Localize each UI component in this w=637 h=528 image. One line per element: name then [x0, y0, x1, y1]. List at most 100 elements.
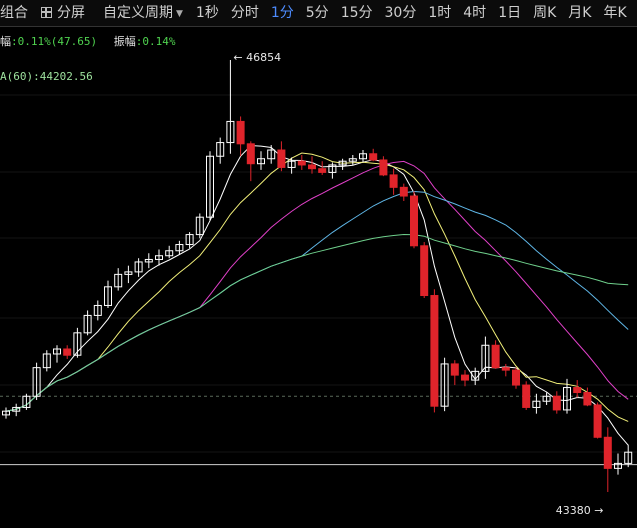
candle-body-18: [185, 234, 194, 246]
ma60-label: A(60): [0, 70, 34, 83]
candle-body-30: [308, 164, 316, 170]
candle-body-20: [206, 155, 214, 218]
ma60-value: :44202.56: [33, 70, 93, 83]
candle-body-41: [420, 245, 429, 297]
period-tab-4[interactable]: 15分: [340, 5, 373, 21]
candle-body-36: [369, 153, 378, 161]
low-price-marker: 43380 →: [556, 504, 604, 517]
period-tab-11[interactable]: 年K: [603, 5, 627, 21]
high-price-marker: ← 46854: [233, 51, 281, 64]
candle-body-13: [134, 261, 143, 273]
period-tab-2[interactable]: 1分: [270, 5, 294, 21]
period-tab-8[interactable]: 1日: [498, 5, 522, 21]
candle-body-8: [83, 314, 92, 334]
candle-body-57: [583, 392, 592, 406]
candle-body-51: [522, 384, 531, 408]
period-tab-3[interactable]: 5分: [305, 5, 329, 21]
candle-body-58: [593, 404, 602, 438]
candle-body-7: [73, 332, 82, 356]
candle-body-43: [440, 363, 449, 407]
candle-body-49: [501, 367, 510, 371]
ma5-line: [5, 145, 629, 446]
combo-button[interactable]: 组合: [0, 5, 28, 21]
arrow-right-icon: →: [594, 504, 604, 517]
period-tab-7[interactable]: 4时: [463, 5, 487, 21]
ma60-line: [5, 233, 629, 412]
change-label: 幅: [0, 35, 11, 48]
candle-body-47: [481, 344, 490, 372]
candle-body-33: [338, 160, 347, 166]
candle-body-22: [226, 120, 235, 144]
period-tab-5[interactable]: 30分: [384, 5, 417, 21]
candle-body-11: [114, 273, 123, 288]
low-price-label: 43380: [555, 504, 591, 517]
split-screen-button[interactable]: 分屏: [41, 0, 85, 26]
candle-body-29: [297, 160, 306, 166]
candle-body-21: [216, 142, 225, 157]
candle-body-17: [175, 244, 184, 252]
period-list: 1秒 分时 1分 5分 15分 30分 1时 4时 1日 周K 月K 年K: [183, 0, 627, 26]
candle-body-0: [2, 410, 10, 416]
period-toolbar: 组合 分屏 自定义周期 ▼ 1秒 分时 1分 5分 15分 30分 1时 4时 1日 周K 月K 年K: [0, 0, 637, 27]
candle-body-44: [450, 363, 459, 376]
amplitude-value: :0.14%: [135, 35, 176, 48]
candle-body-28: [287, 160, 296, 168]
period-tab-9[interactable]: 周K: [533, 5, 557, 21]
period-tab-1[interactable]: 分时: [230, 5, 259, 21]
candle-body-6: [63, 348, 72, 356]
candle-body-54: [552, 395, 561, 411]
candle-body-37: [379, 159, 388, 176]
candle-body-39: [399, 186, 408, 197]
candle-body-45: [461, 374, 469, 381]
candle-body-9: [93, 304, 102, 316]
ma60-info: A(60):44202.56: [0, 70, 93, 83]
change-info: 幅:0.11%(47.65) 振幅:0.14%: [0, 33, 175, 49]
candle-body-35: [359, 153, 367, 160]
candle-body-19: [195, 216, 204, 236]
candle-body-4: [42, 353, 51, 369]
candle-body-46: [471, 370, 480, 381]
candle-body-15: [155, 255, 163, 260]
period-tab-6[interactable]: 1时: [428, 5, 452, 21]
high-price-label: 46854: [246, 51, 282, 64]
candle-body-52: [532, 400, 541, 408]
candle-body-26: [267, 149, 276, 160]
split-screen-icon: [41, 7, 52, 18]
candle-body-31: [318, 168, 327, 173]
candle-body-16: [165, 250, 174, 257]
candle-body-27: [277, 149, 286, 168]
amplitude-label: 振幅: [113, 35, 136, 48]
candlestick-chart[interactable]: [0, 27, 637, 528]
change-value: :0.11%(47.65): [11, 35, 98, 48]
candle-body-50: [512, 369, 520, 386]
candle-body-40: [410, 195, 418, 247]
candle-body-5: [53, 348, 61, 355]
candle-body-24: [246, 143, 255, 165]
candle-body-10: [104, 286, 112, 306]
candle-body-34: [348, 158, 357, 162]
arrow-left-icon: ←: [233, 51, 243, 64]
candle-body-1: [12, 406, 21, 412]
period-tab-10[interactable]: 月K: [568, 5, 592, 21]
ma10-line: [5, 152, 629, 422]
custom-period-dropdown[interactable]: 自定义周期 ▼: [103, 0, 183, 26]
candle-body-25: [257, 158, 265, 165]
candle-body-60: [614, 462, 622, 469]
period-tab-0[interactable]: 1秒: [195, 5, 219, 21]
candle-body-38: [389, 174, 398, 188]
candle-body-55: [563, 387, 571, 411]
candle-body-2: [22, 395, 31, 408]
candle-body-61: [624, 451, 633, 464]
chevron-down-icon: ▼: [176, 9, 183, 19]
candle-body-48: [491, 344, 500, 369]
candle-body-14: [144, 258, 153, 263]
ma30-line: [5, 190, 629, 412]
candle-body-56: [573, 387, 582, 394]
candle-body-59: [603, 436, 612, 469]
candle-body-23: [236, 120, 245, 145]
candle-body-42: [430, 295, 439, 407]
candle-body-3: [32, 367, 41, 397]
ma20-line: [5, 160, 629, 412]
candle-body-53: [542, 395, 551, 402]
candle-body-12: [124, 271, 133, 275]
